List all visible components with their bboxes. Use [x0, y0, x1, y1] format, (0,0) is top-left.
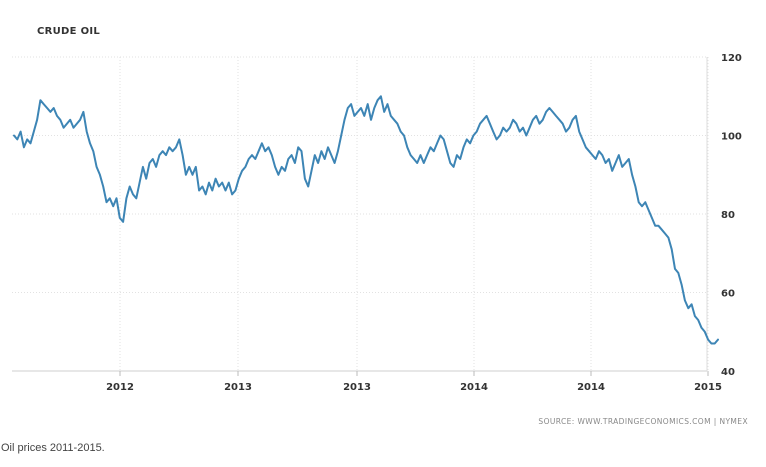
x-tick-label: 2013: [343, 382, 371, 393]
y-tick-label: 100: [721, 132, 742, 143]
grid: [12, 56, 709, 372]
series-line-crude-oil: [13, 95, 719, 345]
y-axis: 40 60 80 100 120: [706, 53, 742, 378]
y-tick-label: 40: [721, 367, 735, 378]
figure-caption: Oil prices 2011-2015.: [1, 442, 105, 454]
x-tick-label: 2014: [577, 382, 605, 393]
y-tick-label: 60: [721, 289, 735, 300]
x-axis: 2012 2013 2013 2014 2014 2015: [106, 371, 722, 393]
y-tick-label: 80: [721, 210, 735, 221]
x-tick-label: 2012: [106, 382, 134, 393]
x-tick-label: 2013: [224, 382, 252, 393]
chart-title: CRUDE OIL: [37, 26, 100, 37]
x-tick-label: 2015: [694, 382, 722, 393]
source-note: SOURCE: WWW.TRADINGECONOMICS.COM | NYMEX: [538, 417, 748, 426]
y-tick-label: 120: [721, 53, 742, 64]
x-tick-label: 2014: [460, 382, 488, 393]
